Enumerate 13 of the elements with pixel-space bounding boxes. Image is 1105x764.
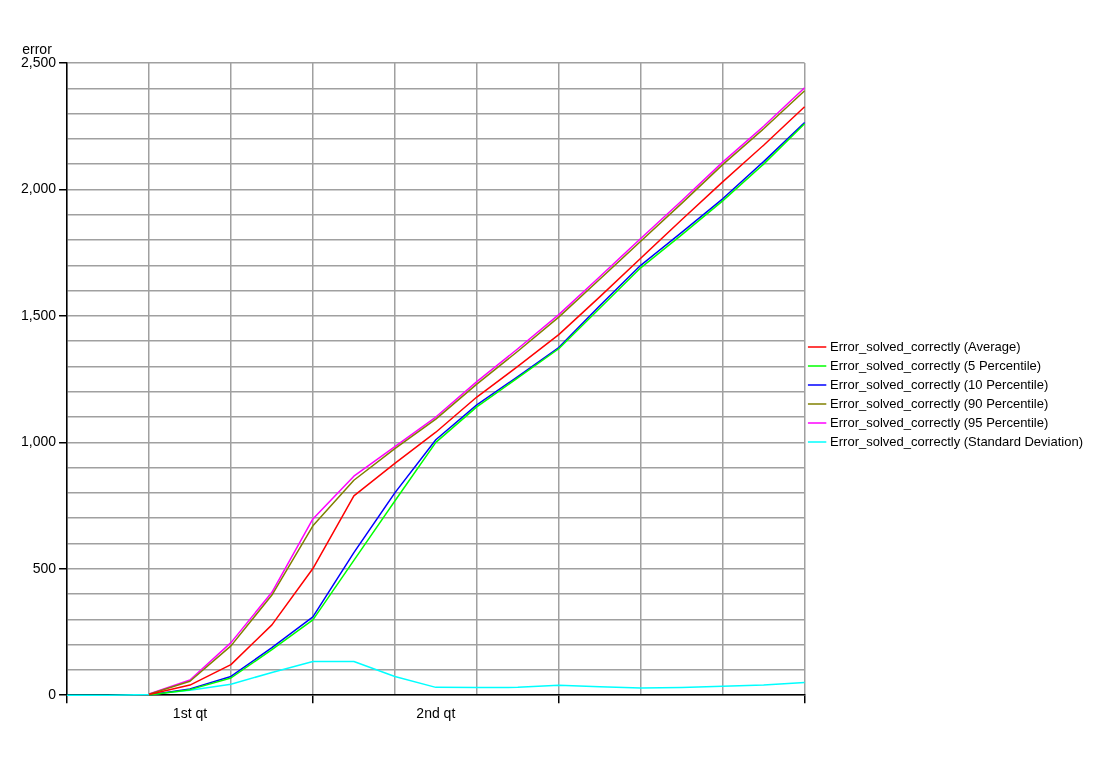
y-tick-label: 1,000: [20, 433, 57, 450]
x-tick-label: 1st qt: [172, 705, 208, 722]
y-tick-label: 2,000: [20, 180, 57, 197]
legend-label: Error_solved_correctly (5 Percentile): [830, 357, 1042, 373]
legend-label: Error_solved_correctly (Standard Deviation): [830, 433, 1084, 449]
x-tick-label: 2nd qt: [416, 705, 456, 722]
legend-label: Error_solved_correctly (Average): [830, 338, 1021, 354]
legend-label: Error_solved_correctly (95 Percentile): [830, 414, 1049, 430]
legend-label: Error_solved_correctly (90 Percentile): [830, 395, 1049, 411]
legend-label: Error_solved_correctly (10 Percentile): [830, 376, 1049, 392]
y-tick-label: 0: [48, 686, 57, 703]
y-tick-label: 1,500: [20, 306, 57, 323]
y-tick-label: 500: [32, 559, 57, 576]
